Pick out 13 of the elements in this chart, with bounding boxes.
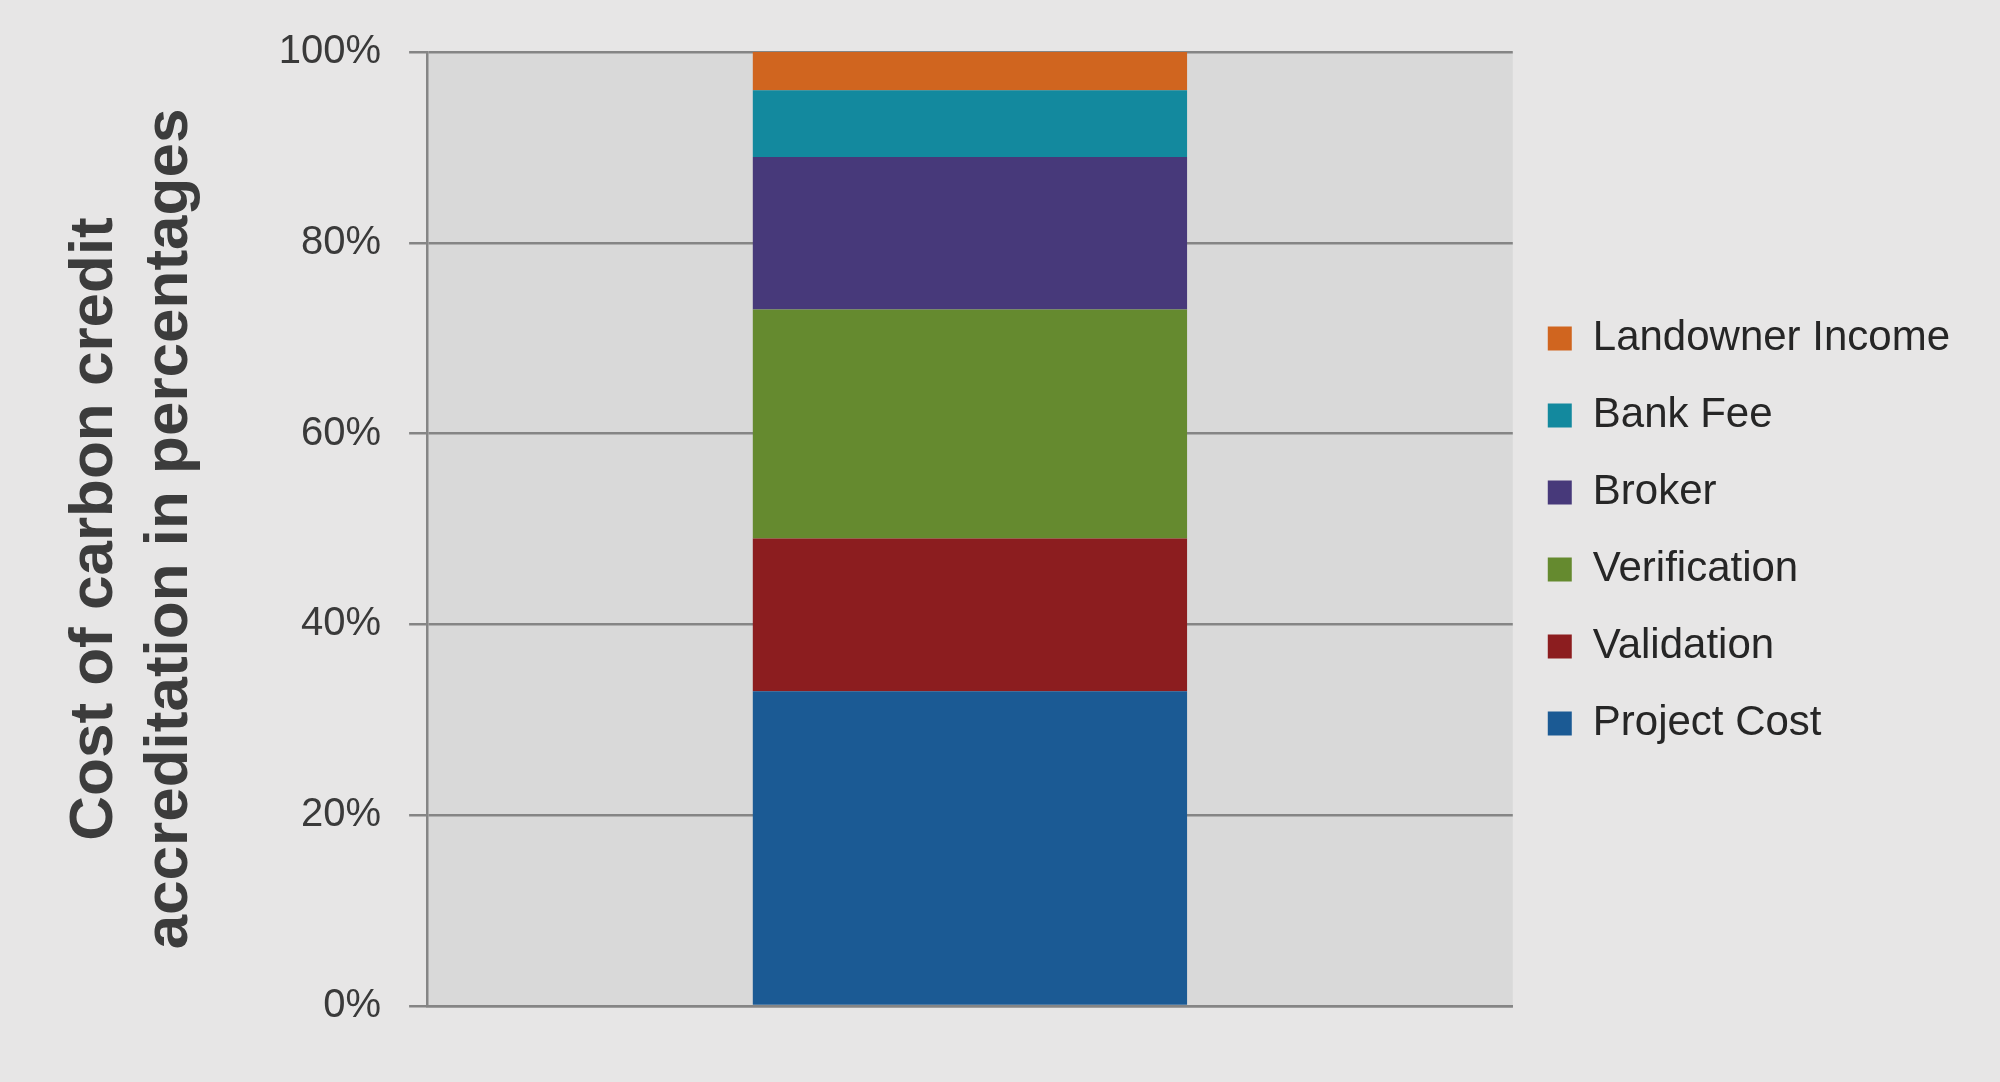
y-tick-label: 40%: [301, 599, 382, 644]
legend-label: Landowner Income: [1592, 312, 1951, 360]
y-tick-label: 20%: [301, 790, 382, 835]
y-tick-label: 0%: [323, 981, 382, 1026]
legend-label: Broker: [1592, 466, 1717, 514]
y-tick-label: 80%: [301, 217, 382, 262]
legend-label: Project Cost: [1592, 697, 1822, 745]
y-axis-title: Cost of carbon credit accreditation in percentages: [56, 108, 200, 950]
y-tick-label: 100%: [278, 27, 382, 72]
y-tick-label: 60%: [301, 408, 382, 453]
legend-label: Verification: [1592, 543, 1799, 591]
legend-label: Bank Fee: [1592, 389, 1773, 437]
legend-label: Validation: [1592, 620, 1775, 668]
